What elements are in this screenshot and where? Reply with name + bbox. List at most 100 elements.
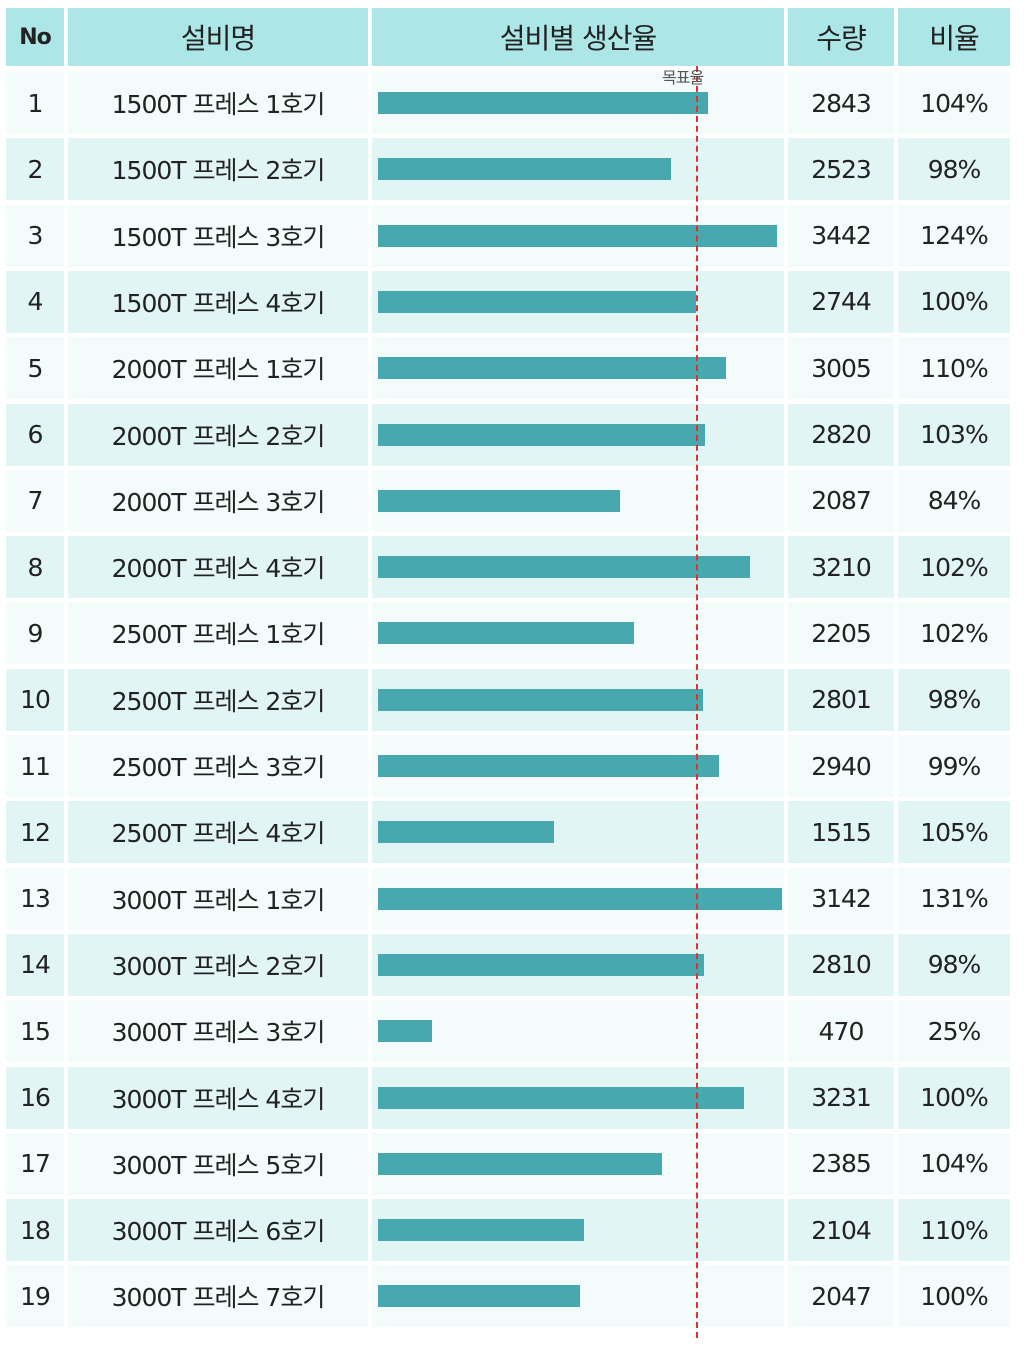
cell-ratio: 98%	[898, 668, 1010, 731]
production-bar	[378, 1152, 662, 1175]
cell-no: 16	[6, 1066, 64, 1129]
cell-ratio: 99%	[898, 735, 1010, 797]
cell-quantity: 2843	[788, 72, 894, 134]
cell-ratio: 98%	[898, 933, 1010, 996]
production-bar	[378, 953, 704, 976]
cell-equipment-name: 2000T 프레스 3호기	[68, 469, 368, 532]
cell-ratio: 110%	[898, 1199, 1010, 1262]
cell-equipment-name: 1500T 프레스 2호기	[68, 138, 368, 201]
production-bar	[378, 1285, 580, 1308]
cell-equipment-name: 3000T 프레스 7호기	[68, 1265, 368, 1328]
cell-quantity: 2810	[788, 933, 894, 996]
cell-equipment-name: 3000T 프레스 1호기	[68, 867, 368, 930]
production-bar	[378, 489, 620, 512]
production-bar	[378, 688, 703, 711]
cell-equipment-name: 3000T 프레스 6호기	[68, 1199, 368, 1262]
cell-ratio: 84%	[898, 469, 1010, 532]
table-row: 19 3000T 프레스 7호기 2047 100%	[0, 1265, 1024, 1328]
cell-equipment-name: 2500T 프레스 2호기	[68, 668, 368, 731]
table-row: 2 1500T 프레스 2호기 2523 98%	[0, 138, 1024, 201]
cell-quantity: 3210	[788, 536, 894, 599]
production-bar	[378, 887, 782, 910]
cell-ratio: 102%	[898, 536, 1010, 599]
cell-no: 4	[6, 270, 64, 333]
target-rate-line	[696, 66, 698, 1338]
cell-equipment-name: 2000T 프레스 4호기	[68, 536, 368, 599]
header-production-rate: 설비별 생산율	[372, 8, 784, 66]
table-row: 16 3000T 프레스 4호기 3231 100%	[0, 1066, 1024, 1129]
cell-quantity: 2104	[788, 1199, 894, 1262]
cell-quantity: 3005	[788, 337, 894, 400]
cell-quantity: 3231	[788, 1066, 894, 1129]
cell-ratio: 124%	[898, 204, 1010, 267]
table-row: 12 2500T 프레스 4호기 1515 105%	[0, 801, 1024, 864]
header-ratio: 비율	[898, 8, 1010, 66]
table-row: 5 2000T 프레스 1호기 3005 110%	[0, 337, 1024, 400]
cell-ratio: 98%	[898, 138, 1010, 201]
cell-ratio: 105%	[898, 801, 1010, 864]
header-quantity: 수량	[788, 8, 894, 66]
cell-equipment-name: 3000T 프레스 2호기	[68, 933, 368, 996]
cell-equipment-name: 2500T 프레스 3호기	[68, 735, 368, 797]
cell-no: 18	[6, 1199, 64, 1262]
cell-no: 8	[6, 536, 64, 599]
cell-chart	[372, 1000, 784, 1063]
production-bar	[378, 622, 634, 645]
cell-equipment-name: 2000T 프레스 1호기	[68, 337, 368, 400]
cell-no: 6	[6, 403, 64, 466]
cell-no: 5	[6, 337, 64, 400]
cell-ratio: 100%	[898, 1265, 1010, 1328]
production-bar	[378, 158, 671, 181]
production-bar	[378, 357, 726, 380]
cell-quantity: 2820	[788, 403, 894, 466]
cell-equipment-name: 1500T 프레스 3호기	[68, 204, 368, 267]
cell-no: 7	[6, 469, 64, 532]
production-bar	[378, 224, 777, 247]
production-bar	[378, 1020, 432, 1043]
cell-no: 13	[6, 867, 64, 930]
cell-quantity: 3142	[788, 867, 894, 930]
table-row: 17 3000T 프레스 5호기 2385 104%	[0, 1132, 1024, 1195]
cell-quantity: 2744	[788, 270, 894, 333]
table-row: 9 2500T 프레스 1호기 2205 102%	[0, 602, 1024, 665]
table-row: 8 2000T 프레스 4호기 3210 102%	[0, 536, 1024, 599]
cell-equipment-name: 2500T 프레스 4호기	[68, 801, 368, 864]
cell-quantity: 2087	[788, 469, 894, 532]
cell-no: 15	[6, 1000, 64, 1063]
cell-equipment-name: 2000T 프레스 2호기	[68, 403, 368, 466]
header-equipment-name: 설비명	[68, 8, 368, 66]
cell-no: 12	[6, 801, 64, 864]
cell-no: 11	[6, 735, 64, 797]
production-bar	[378, 1086, 744, 1109]
cell-ratio: 100%	[898, 270, 1010, 333]
cell-no: 9	[6, 602, 64, 665]
cell-quantity: 2047	[788, 1265, 894, 1328]
table-row: 14 3000T 프레스 2호기 2810 98%	[0, 933, 1024, 996]
table-row: 15 3000T 프레스 3호기 470 25%	[0, 1000, 1024, 1063]
cell-ratio: 103%	[898, 403, 1010, 466]
target-rate-label: 목표율	[662, 68, 704, 87]
cell-equipment-name: 1500T 프레스 1호기	[68, 72, 368, 134]
cell-no: 19	[6, 1265, 64, 1328]
cell-quantity: 1515	[788, 801, 894, 864]
cell-no: 1	[6, 72, 64, 134]
cell-quantity: 2385	[788, 1132, 894, 1195]
production-bar	[378, 1219, 584, 1242]
cell-quantity: 470	[788, 1000, 894, 1063]
cell-quantity: 2940	[788, 735, 894, 797]
production-bar	[378, 290, 696, 313]
cell-quantity: 2523	[788, 138, 894, 201]
cell-no: 3	[6, 204, 64, 267]
cell-quantity: 2205	[788, 602, 894, 665]
table-row: 18 3000T 프레스 6호기 2104 110%	[0, 1199, 1024, 1262]
cell-ratio: 25%	[898, 1000, 1010, 1063]
production-bar	[378, 423, 705, 446]
cell-ratio: 131%	[898, 867, 1010, 930]
table-row: 10 2500T 프레스 2호기 2801 98%	[0, 668, 1024, 731]
table-row: 13 3000T 프레스 1호기 3142 131%	[0, 867, 1024, 930]
table-row: 11 2500T 프레스 3호기 2940 99%	[0, 735, 1024, 797]
cell-ratio: 102%	[898, 602, 1010, 665]
cell-quantity: 2801	[788, 668, 894, 731]
cell-quantity: 3442	[788, 204, 894, 267]
